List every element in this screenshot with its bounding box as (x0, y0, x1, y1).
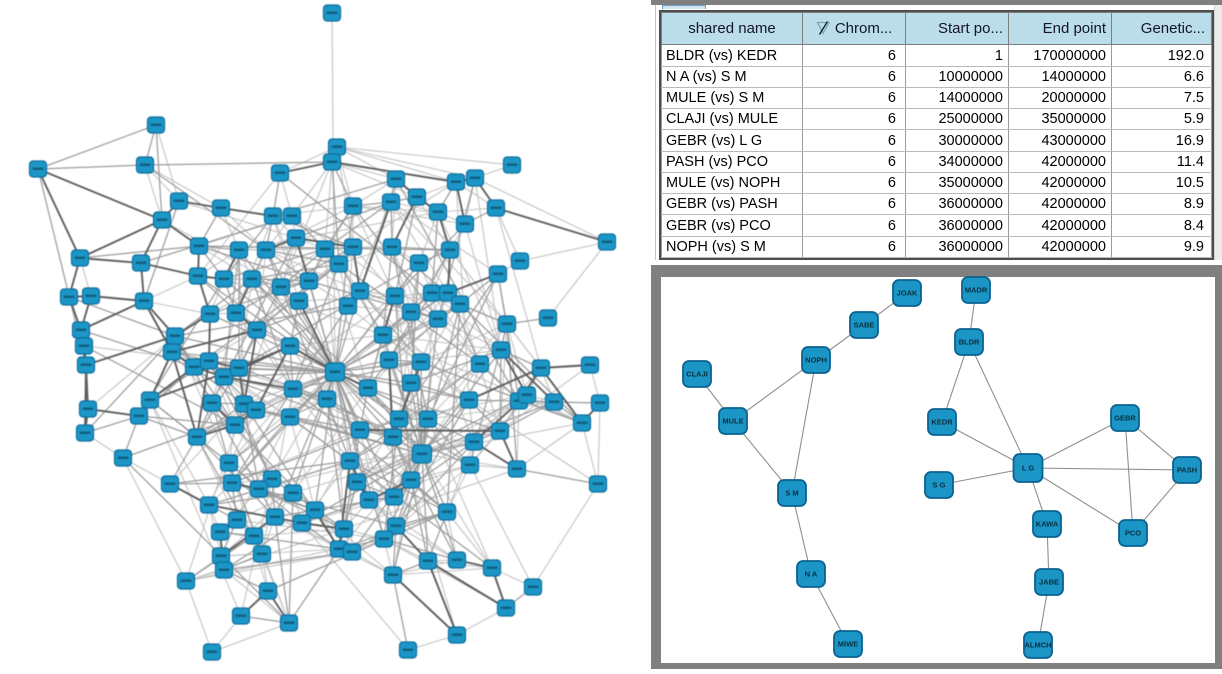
svg-text:JABE: JABE (1039, 578, 1059, 587)
svg-text:NOPH: NOPH (805, 356, 827, 365)
svg-text:N A: N A (805, 570, 818, 579)
svg-text:BLDR: BLDR (959, 338, 980, 347)
svg-text:S M: S M (785, 489, 798, 498)
svg-text:MULE: MULE (722, 417, 743, 426)
svg-text:MIWE: MIWE (838, 640, 858, 649)
svg-text:CLAJI: CLAJI (686, 370, 708, 379)
svg-text:GEBR: GEBR (1114, 414, 1136, 423)
svg-text:PASH: PASH (1177, 466, 1197, 475)
svg-text:JOAK: JOAK (897, 289, 918, 298)
svg-text:MADR: MADR (965, 286, 988, 295)
svg-text:ALMCH: ALMCH (1024, 641, 1051, 650)
svg-text:PCO: PCO (1125, 529, 1141, 538)
svg-text:L G: L G (1022, 464, 1035, 473)
svg-text:SABE: SABE (854, 321, 875, 330)
svg-text:KEDR: KEDR (931, 418, 953, 427)
svg-text:KAWA: KAWA (1036, 520, 1059, 529)
svg-text:S G: S G (933, 481, 946, 490)
